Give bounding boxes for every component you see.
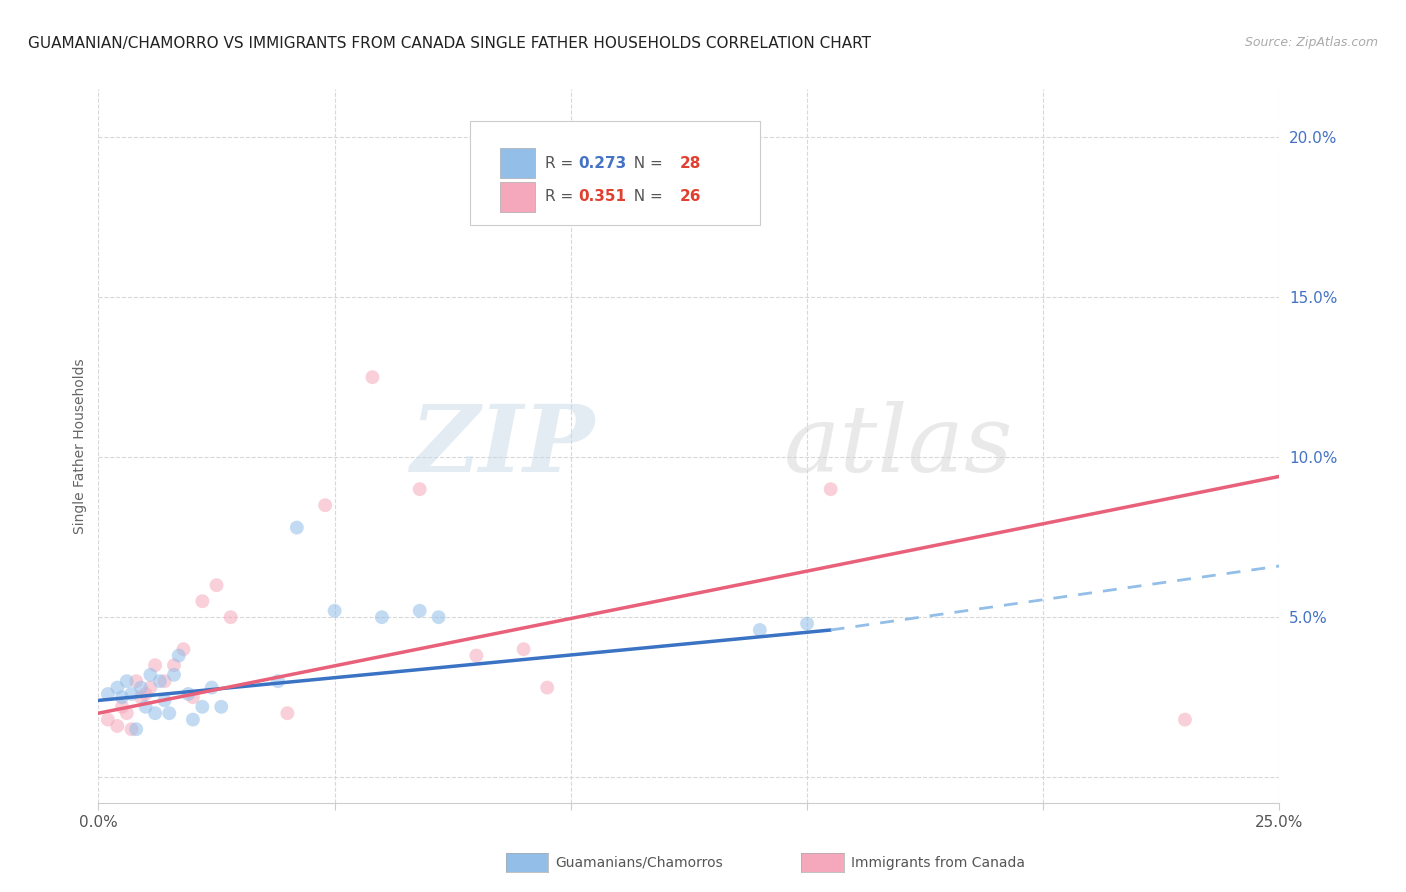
Text: 28: 28	[679, 156, 700, 171]
Point	[129, 681, 152, 695]
Text: 26: 26	[679, 189, 702, 204]
Point	[371, 610, 394, 624]
Point	[111, 690, 134, 705]
Point	[748, 623, 770, 637]
Point	[157, 706, 180, 721]
Point	[820, 482, 842, 496]
Point	[408, 604, 430, 618]
Text: R =: R =	[546, 189, 578, 204]
Text: atlas: atlas	[783, 401, 1012, 491]
Point	[143, 706, 166, 721]
Point	[209, 699, 232, 714]
Point	[276, 706, 298, 721]
Point	[796, 616, 818, 631]
Text: 0.273: 0.273	[578, 156, 626, 171]
Point	[153, 674, 176, 689]
Text: Immigrants from Canada: Immigrants from Canada	[851, 855, 1025, 870]
Text: Guamanians/Chamorros: Guamanians/Chamorros	[555, 855, 723, 870]
Point	[219, 610, 242, 624]
Point	[536, 681, 558, 695]
Point	[201, 681, 224, 695]
Point	[361, 370, 384, 384]
Point	[149, 674, 172, 689]
Point	[105, 681, 128, 695]
Text: N =: N =	[624, 189, 668, 204]
Point	[97, 713, 120, 727]
Point	[191, 594, 214, 608]
Point	[125, 722, 148, 736]
Point	[191, 699, 214, 714]
Point	[172, 642, 194, 657]
Point	[267, 674, 290, 689]
Text: ZIP: ZIP	[411, 401, 595, 491]
Point	[167, 648, 190, 663]
Point	[465, 648, 488, 663]
Text: 0.351: 0.351	[578, 189, 626, 204]
Point	[97, 687, 120, 701]
Point	[285, 520, 308, 534]
Point	[512, 642, 534, 657]
Point	[139, 668, 162, 682]
Point	[135, 687, 157, 701]
Point	[135, 699, 157, 714]
Point	[125, 674, 148, 689]
Y-axis label: Single Father Households: Single Father Households	[73, 359, 87, 533]
Point	[129, 690, 152, 705]
Point	[115, 674, 138, 689]
Point	[314, 498, 336, 512]
Text: GUAMANIAN/CHAMORRO VS IMMIGRANTS FROM CANADA SINGLE FATHER HOUSEHOLDS CORRELATIO: GUAMANIAN/CHAMORRO VS IMMIGRANTS FROM CA…	[28, 36, 872, 51]
Point	[205, 578, 228, 592]
Text: Source: ZipAtlas.com: Source: ZipAtlas.com	[1244, 36, 1378, 49]
FancyBboxPatch shape	[471, 121, 759, 225]
Point	[163, 668, 186, 682]
Point	[115, 706, 138, 721]
Point	[181, 690, 204, 705]
Point	[177, 687, 200, 701]
FancyBboxPatch shape	[501, 182, 536, 212]
Point	[139, 681, 162, 695]
Point	[111, 699, 134, 714]
Point	[143, 658, 166, 673]
Point	[105, 719, 128, 733]
Text: N =: N =	[624, 156, 668, 171]
Point	[121, 687, 143, 701]
Point	[1174, 713, 1197, 727]
Point	[163, 658, 186, 673]
Point	[121, 722, 143, 736]
Point	[323, 604, 346, 618]
Point	[408, 482, 430, 496]
FancyBboxPatch shape	[501, 148, 536, 178]
Text: R =: R =	[546, 156, 578, 171]
Point	[153, 693, 176, 707]
Point	[427, 610, 450, 624]
Point	[181, 713, 204, 727]
